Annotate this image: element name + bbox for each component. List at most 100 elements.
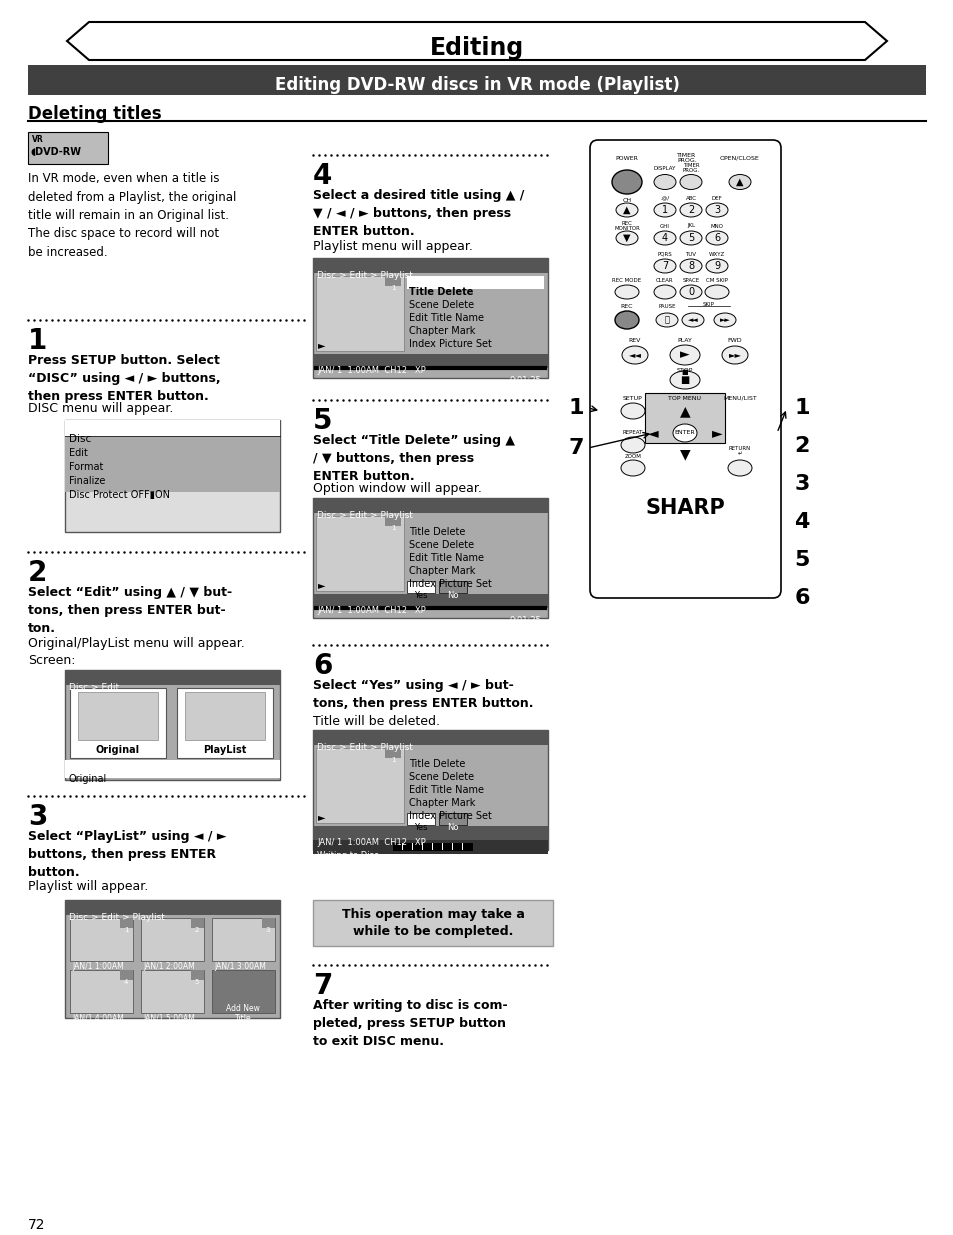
Text: 9: 9 xyxy=(713,261,720,270)
Bar xyxy=(385,516,400,526)
Text: 1: 1 xyxy=(391,285,395,291)
Bar xyxy=(385,748,400,758)
Text: 1: 1 xyxy=(391,525,395,531)
Ellipse shape xyxy=(654,259,676,273)
Text: 2: 2 xyxy=(794,436,809,456)
Text: FWD: FWD xyxy=(727,338,741,343)
Text: REC: REC xyxy=(620,304,633,309)
Bar xyxy=(393,844,473,851)
Text: 7: 7 xyxy=(313,972,332,1000)
Text: TUV: TUV xyxy=(685,252,696,257)
Text: Index Picture Set: Index Picture Set xyxy=(409,338,492,350)
Text: ■: ■ xyxy=(681,369,688,375)
Text: Chapter Mark: Chapter Mark xyxy=(409,326,475,336)
Text: .@/: .@/ xyxy=(659,195,669,200)
Text: ▼: ▼ xyxy=(622,233,630,243)
Text: 7: 7 xyxy=(568,438,583,458)
Bar xyxy=(462,844,472,850)
Bar xyxy=(65,671,280,781)
Ellipse shape xyxy=(679,259,701,273)
Bar xyxy=(65,450,280,464)
Text: JAN/ 1  1:00AM  CH12   XP: JAN/ 1 1:00AM CH12 XP xyxy=(316,839,425,847)
Text: ◖DVD-RW: ◖DVD-RW xyxy=(30,147,81,157)
Text: ►: ► xyxy=(679,348,689,362)
Text: 3: 3 xyxy=(794,474,809,494)
Ellipse shape xyxy=(616,231,638,245)
Ellipse shape xyxy=(705,259,727,273)
Text: 2: 2 xyxy=(28,559,48,587)
Text: 5: 5 xyxy=(313,408,333,435)
Bar xyxy=(313,900,553,946)
Text: PlayList: PlayList xyxy=(203,745,247,755)
Text: Disc > Edit: Disc > Edit xyxy=(69,683,119,692)
Text: 5: 5 xyxy=(194,979,199,986)
Text: JAN/1 3:00AM: JAN/1 3:00AM xyxy=(213,962,266,971)
Text: Select “Title Delete” using ▲
/ ▼ buttons, then press
ENTER button.: Select “Title Delete” using ▲ / ▼ button… xyxy=(313,433,515,483)
Bar xyxy=(315,275,403,351)
Bar xyxy=(313,354,547,368)
Text: JAN/1 1:00AM: JAN/1 1:00AM xyxy=(71,962,124,971)
Text: Edit Title Name: Edit Title Name xyxy=(409,553,483,563)
Bar xyxy=(422,844,432,850)
Text: MENU/LIST: MENU/LIST xyxy=(722,395,756,400)
Ellipse shape xyxy=(615,285,639,299)
Bar xyxy=(141,918,204,961)
Ellipse shape xyxy=(615,311,639,329)
Text: 3: 3 xyxy=(266,927,270,932)
Text: Scene Delete: Scene Delete xyxy=(409,540,474,550)
Text: PQRS: PQRS xyxy=(657,252,672,257)
Ellipse shape xyxy=(620,403,644,419)
Bar xyxy=(313,840,547,853)
Bar xyxy=(407,580,435,593)
Text: 1: 1 xyxy=(568,398,583,417)
Text: Scene Delete: Scene Delete xyxy=(409,300,474,310)
Text: Original: Original xyxy=(96,745,140,755)
Bar xyxy=(70,969,132,1013)
Bar xyxy=(313,258,547,378)
Ellipse shape xyxy=(620,459,644,475)
Text: Deleting titles: Deleting titles xyxy=(28,105,161,124)
Text: Disc > Edit > Playlist: Disc > Edit > Playlist xyxy=(316,270,413,280)
Text: PAUSE: PAUSE xyxy=(658,304,675,309)
Text: 4: 4 xyxy=(794,513,809,532)
Text: 5: 5 xyxy=(687,233,694,243)
Bar xyxy=(407,275,543,289)
Ellipse shape xyxy=(654,231,676,245)
Text: ■: ■ xyxy=(679,375,689,385)
Text: Disc > Edit > Playlist: Disc > Edit > Playlist xyxy=(69,913,165,923)
Text: Disc Protect OFF▮ON: Disc Protect OFF▮ON xyxy=(69,490,170,500)
Text: ▲: ▲ xyxy=(622,205,630,215)
Text: VR: VR xyxy=(32,135,44,144)
Ellipse shape xyxy=(728,174,750,189)
Text: 0: 0 xyxy=(687,287,694,296)
Text: JAN/1 5:00AM: JAN/1 5:00AM xyxy=(143,1014,194,1023)
Text: STOP: STOP xyxy=(676,368,693,373)
Text: ►: ► xyxy=(711,426,721,440)
Text: Playlist menu will appear.: Playlist menu will appear. xyxy=(313,240,473,253)
Text: MNO: MNO xyxy=(710,224,722,228)
Text: Title Delete: Title Delete xyxy=(409,760,465,769)
Bar xyxy=(70,918,132,961)
Text: Scene Delete: Scene Delete xyxy=(409,772,474,782)
Bar xyxy=(313,498,547,513)
Text: No: No xyxy=(447,823,458,832)
Text: 2: 2 xyxy=(194,927,199,932)
Text: ►►: ►► xyxy=(719,317,730,324)
Text: Title will be deleted.: Title will be deleted. xyxy=(313,715,439,727)
Text: Title Delete: Title Delete xyxy=(409,287,473,296)
Text: 1: 1 xyxy=(794,398,809,417)
Text: SPACE: SPACE xyxy=(681,278,699,283)
Bar xyxy=(433,844,441,850)
Text: This operation may take a
while to be completed.: This operation may take a while to be co… xyxy=(341,908,524,939)
Text: 4: 4 xyxy=(313,162,332,190)
Text: Index Picture Set: Index Picture Set xyxy=(409,811,492,821)
Bar xyxy=(313,826,547,840)
Text: CM SKIP: CM SKIP xyxy=(705,278,727,283)
Ellipse shape xyxy=(621,346,647,364)
Text: REC
MONITOR: REC MONITOR xyxy=(614,221,639,231)
Bar xyxy=(313,730,547,745)
FancyBboxPatch shape xyxy=(589,140,781,598)
Text: JAN/1 4:00AM: JAN/1 4:00AM xyxy=(71,1014,124,1023)
Text: Yes: Yes xyxy=(414,823,427,832)
Text: 4: 4 xyxy=(661,233,667,243)
